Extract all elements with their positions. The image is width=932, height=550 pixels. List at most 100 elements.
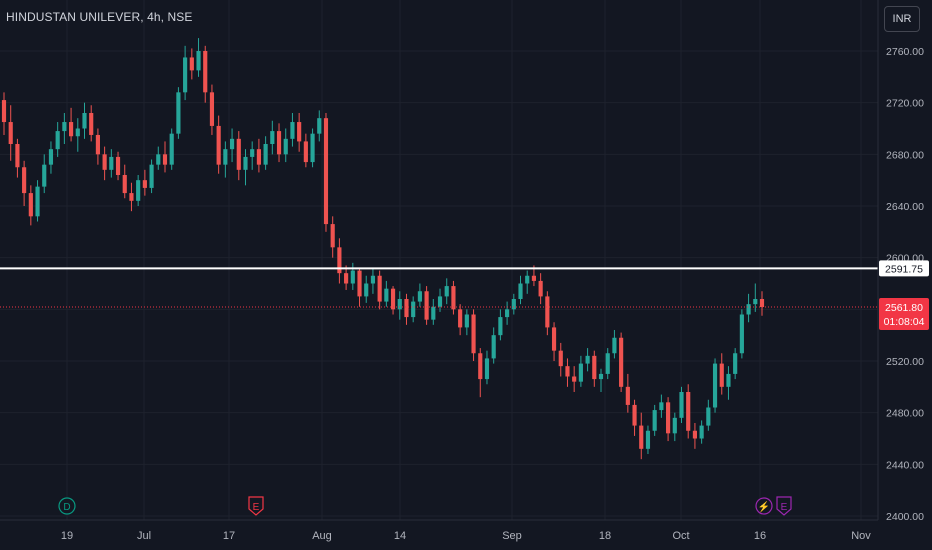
candle-body xyxy=(686,392,691,431)
candle-body xyxy=(344,273,349,284)
currency-button[interactable]: INR xyxy=(884,6,920,32)
candle xyxy=(471,309,476,361)
candle-body xyxy=(28,193,33,217)
candle xyxy=(733,348,738,380)
candle-body xyxy=(632,404,637,426)
candle-body xyxy=(169,133,174,165)
candle-body xyxy=(558,350,563,367)
candle xyxy=(102,146,107,181)
candle-body xyxy=(699,425,704,439)
candle xyxy=(538,273,543,305)
candle xyxy=(652,404,657,436)
candle-body xyxy=(719,363,724,387)
candle xyxy=(753,283,758,312)
y-tick-label: 2480.00 xyxy=(886,408,924,420)
candle xyxy=(417,283,422,307)
candle xyxy=(759,291,765,316)
y-tick-label: 2720.00 xyxy=(886,98,924,110)
candle-body xyxy=(189,57,194,71)
candle xyxy=(337,238,342,284)
candle-body xyxy=(162,154,168,165)
candle-body xyxy=(55,131,60,150)
candle xyxy=(498,309,503,341)
candle xyxy=(518,275,523,305)
candle-body xyxy=(404,299,409,318)
candle-body xyxy=(431,306,436,320)
candle xyxy=(290,113,295,147)
candle-body xyxy=(625,386,630,405)
candle-body xyxy=(69,122,74,137)
candle-body xyxy=(545,296,550,328)
event-dividend-icon: D xyxy=(58,497,76,515)
candle xyxy=(28,185,33,226)
candle-body xyxy=(458,309,463,328)
candle-body xyxy=(384,288,389,302)
symbol-title: HINDUSTAN UNILEVER, 4h, NSE xyxy=(6,10,193,24)
candle-body xyxy=(276,131,282,155)
candle-body xyxy=(176,92,181,134)
candle-body xyxy=(464,314,469,328)
candle-body xyxy=(498,317,503,336)
candle xyxy=(250,141,255,170)
candle xyxy=(632,399,637,436)
candle-body xyxy=(565,366,570,377)
candle xyxy=(176,87,181,139)
candle-body xyxy=(310,133,315,163)
candle xyxy=(35,180,40,222)
candle xyxy=(679,386,684,423)
candle xyxy=(364,275,369,303)
candle-body xyxy=(746,304,751,315)
candle xyxy=(565,358,570,387)
candle xyxy=(263,136,268,170)
candle xyxy=(384,280,389,307)
candle-body xyxy=(48,149,54,165)
candle-body xyxy=(323,118,329,225)
candle xyxy=(317,110,322,142)
event-split-icon: ⚡ xyxy=(755,497,773,515)
candle xyxy=(115,151,121,181)
candle-body xyxy=(578,363,583,382)
candle-body xyxy=(712,363,718,408)
candle-body xyxy=(511,299,516,310)
candle xyxy=(390,286,396,315)
candle-body xyxy=(22,167,27,194)
candle xyxy=(726,366,731,400)
candle xyxy=(437,288,443,312)
y-tick-label: 2680.00 xyxy=(886,149,924,161)
time-axis[interactable]: 19 Jul 17 Aug 14 Sep 18 Oct 16 Nov xyxy=(0,519,878,542)
candle xyxy=(377,270,382,310)
candle xyxy=(404,293,409,325)
candle-body xyxy=(451,286,456,310)
candle xyxy=(256,138,261,173)
price-labels: 2591.75 2561.80 01:08:04 xyxy=(879,260,929,331)
candle xyxy=(196,38,201,77)
candle xyxy=(598,368,604,392)
candle-body xyxy=(397,299,402,310)
candle xyxy=(55,122,60,157)
x-tick-label: 14 xyxy=(394,530,406,542)
candle-body xyxy=(659,402,664,411)
candle xyxy=(22,160,27,206)
candle-body xyxy=(109,156,114,170)
candle-body xyxy=(89,113,94,135)
candle xyxy=(344,265,349,290)
candle-body xyxy=(330,224,335,248)
candle-body xyxy=(283,138,288,155)
candle-body xyxy=(196,51,201,71)
candle xyxy=(411,296,416,323)
candle-body xyxy=(531,275,537,281)
candle-body xyxy=(142,180,147,188)
candle xyxy=(666,397,671,442)
candle xyxy=(330,216,335,258)
candle xyxy=(203,45,208,103)
candle xyxy=(109,149,114,178)
candle xyxy=(243,149,248,186)
candle-body xyxy=(317,118,322,134)
candle-body xyxy=(639,425,644,449)
candle-body xyxy=(236,138,241,170)
candle xyxy=(464,309,469,336)
candle xyxy=(511,293,516,315)
candle xyxy=(719,353,724,395)
